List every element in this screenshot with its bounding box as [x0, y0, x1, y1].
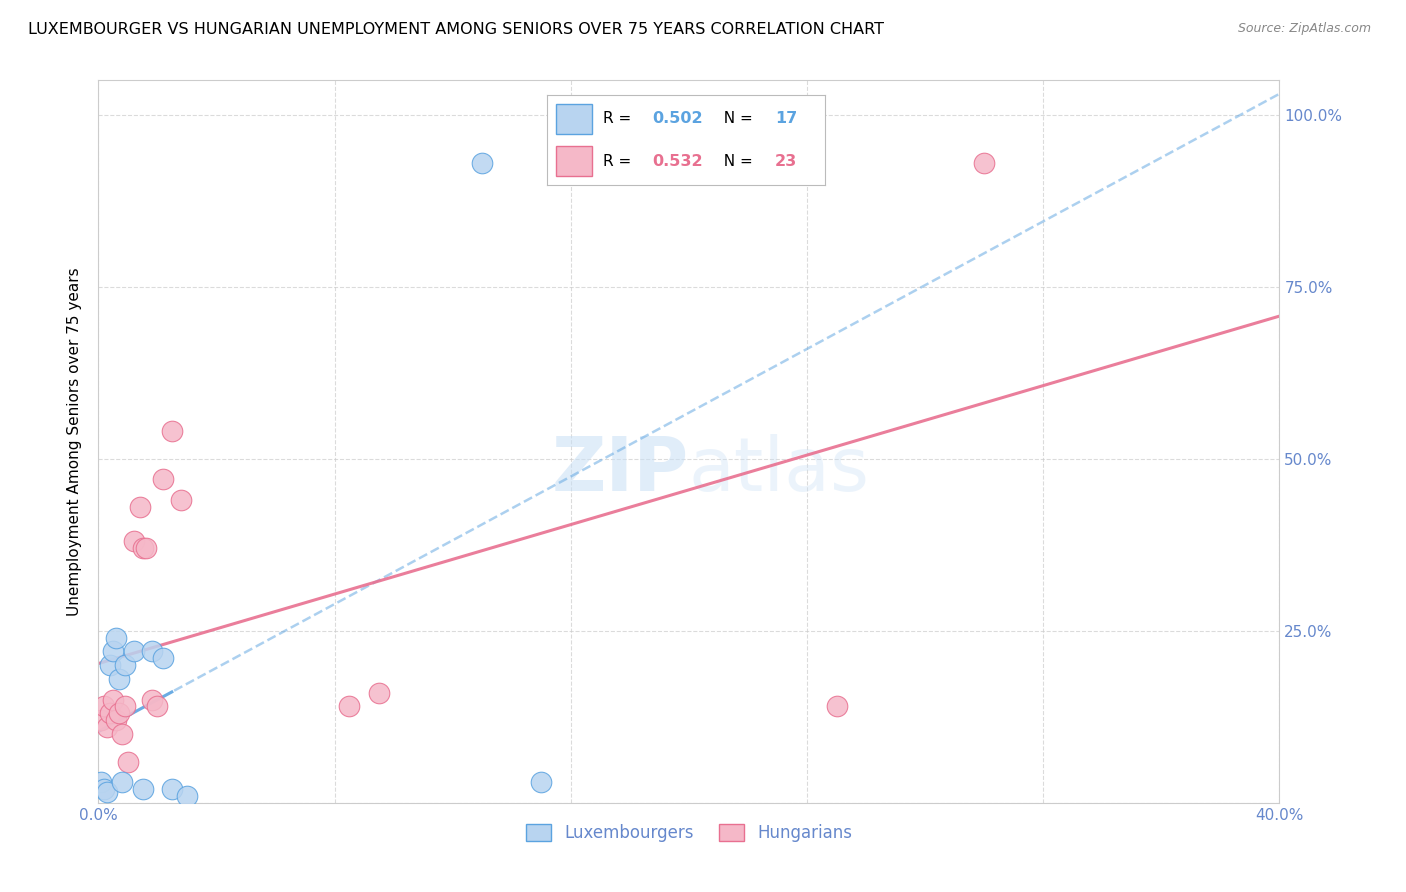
Point — [111, 727, 134, 741]
Point — [122, 534, 145, 549]
Point — [162, 424, 183, 438]
Point — [103, 644, 125, 658]
Point — [368, 686, 391, 700]
Point — [132, 782, 155, 797]
Point — [103, 692, 125, 706]
Point — [90, 713, 112, 727]
Text: Source: ZipAtlas.com: Source: ZipAtlas.com — [1237, 22, 1371, 36]
Point — [105, 713, 128, 727]
Point — [111, 775, 134, 789]
Point — [152, 651, 174, 665]
Point — [162, 782, 183, 797]
Point — [339, 699, 361, 714]
Point — [141, 692, 163, 706]
Text: ZIP: ZIP — [551, 434, 689, 507]
Point — [98, 658, 121, 673]
Legend: Luxembourgers, Hungarians: Luxembourgers, Hungarians — [519, 817, 859, 848]
Point — [128, 500, 150, 514]
Point — [132, 541, 155, 556]
Point — [96, 785, 118, 799]
Point — [108, 706, 131, 721]
Point — [98, 706, 121, 721]
Text: atlas: atlas — [689, 434, 870, 507]
Point — [825, 699, 848, 714]
Point — [152, 472, 174, 486]
Point — [93, 699, 115, 714]
Point — [973, 156, 995, 170]
Point — [146, 699, 169, 714]
Point — [135, 541, 157, 556]
Point — [114, 699, 136, 714]
Point — [530, 775, 553, 789]
Point — [141, 644, 163, 658]
Point — [114, 658, 136, 673]
Point — [170, 493, 193, 508]
Point — [90, 775, 112, 789]
Y-axis label: Unemployment Among Seniors over 75 years: Unemployment Among Seniors over 75 years — [67, 268, 83, 615]
Point — [108, 672, 131, 686]
Point — [122, 644, 145, 658]
Point — [471, 156, 494, 170]
Point — [117, 755, 139, 769]
Point — [96, 720, 118, 734]
Point — [93, 782, 115, 797]
Point — [176, 789, 198, 803]
Text: LUXEMBOURGER VS HUNGARIAN UNEMPLOYMENT AMONG SENIORS OVER 75 YEARS CORRELATION C: LUXEMBOURGER VS HUNGARIAN UNEMPLOYMENT A… — [28, 22, 884, 37]
Point — [105, 631, 128, 645]
